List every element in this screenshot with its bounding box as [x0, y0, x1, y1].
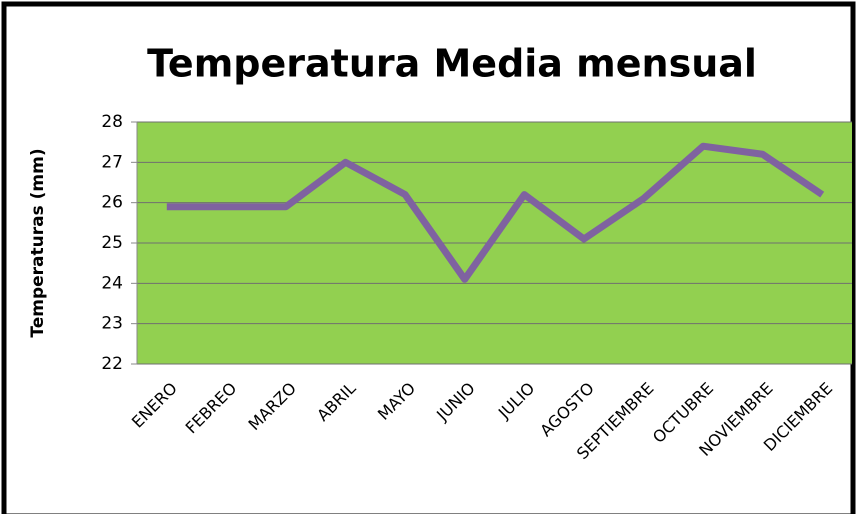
y-tick-label: 25 — [101, 233, 123, 253]
chart-title: Temperatura Media mensual — [147, 42, 757, 86]
data-line — [166, 142, 825, 283]
y-tick-label: 24 — [101, 273, 123, 293]
y-tick-label: 28 — [101, 112, 123, 132]
y-tick-label: 23 — [101, 314, 123, 334]
y-axis-label: Temperaturas (mm) — [28, 148, 48, 337]
y-tick-label: 26 — [101, 193, 123, 213]
y-tick-label: 22 — [101, 354, 123, 374]
y-tick-label: 27 — [101, 152, 123, 172]
